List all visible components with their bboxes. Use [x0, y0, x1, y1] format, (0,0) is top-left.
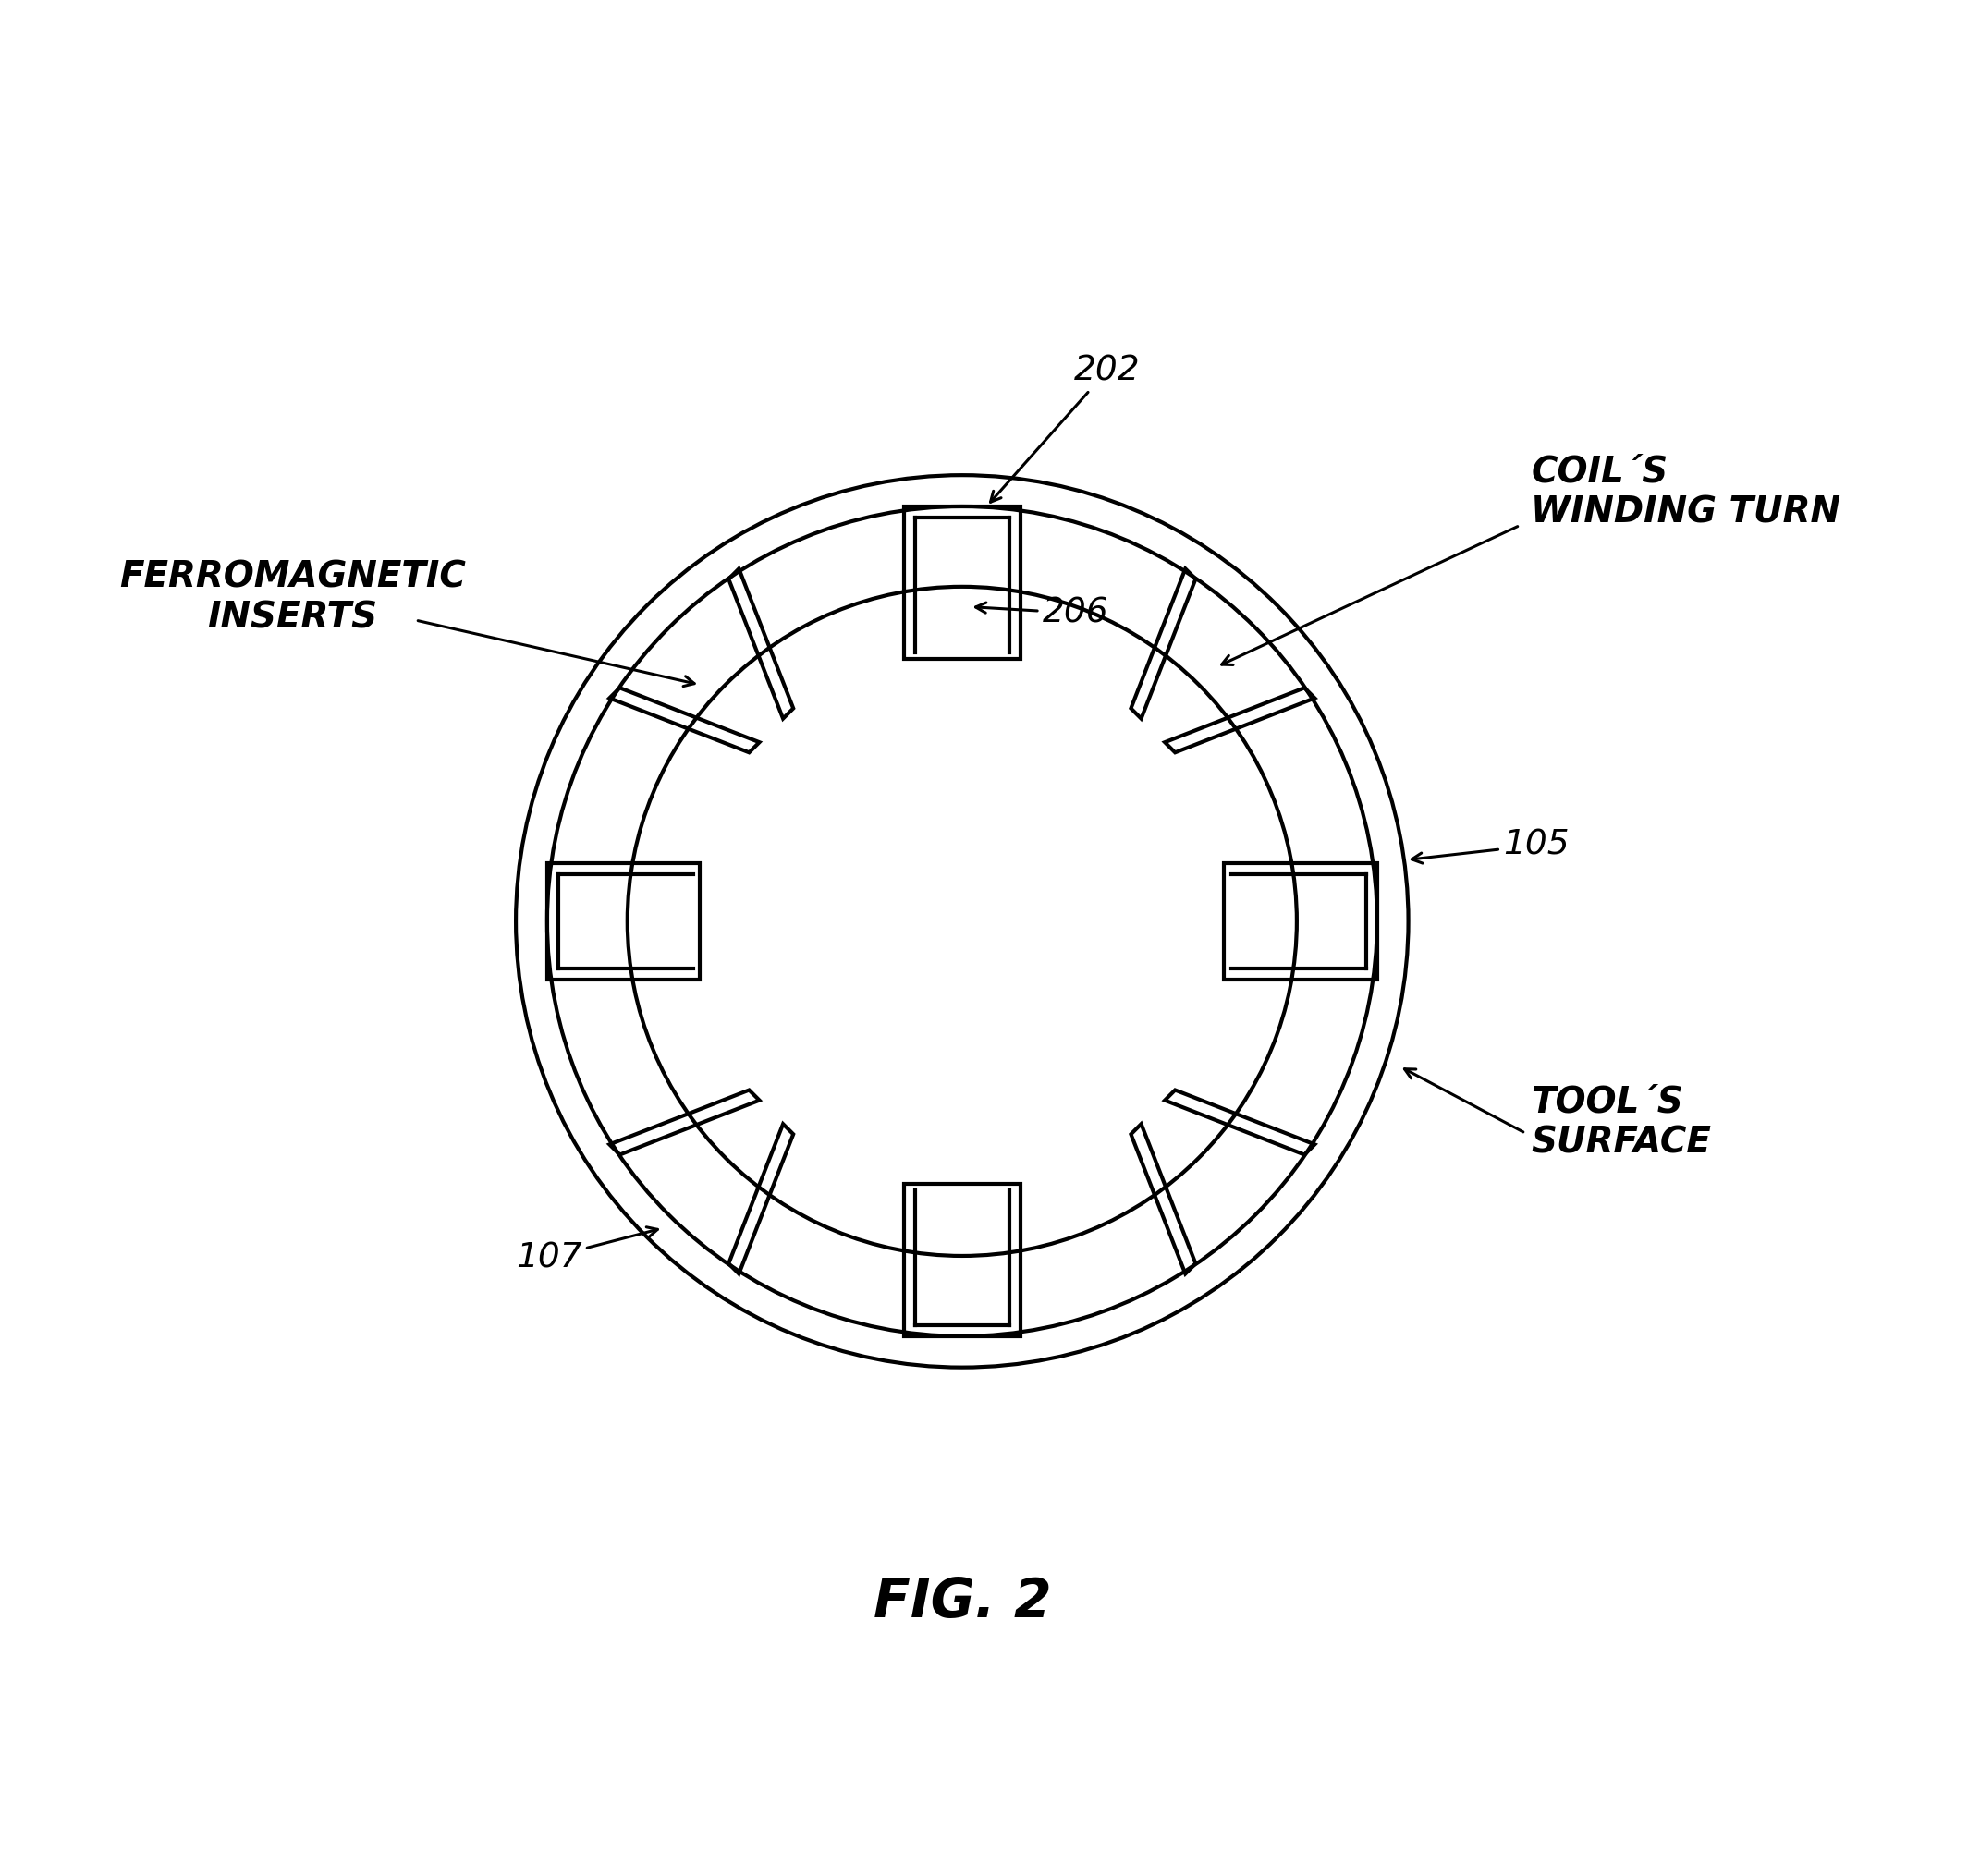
Text: FIG. 2: FIG. 2 — [873, 1576, 1051, 1628]
Text: FERROMAGNETIC
INSERTS: FERROMAGNETIC INSERTS — [119, 559, 465, 636]
Text: 202: 202 — [990, 355, 1140, 503]
Text: 107: 107 — [517, 1227, 657, 1274]
Text: 105: 105 — [1412, 829, 1570, 863]
Text: COIL´S
WINDING TURN: COIL´S WINDING TURN — [1531, 454, 1841, 529]
Text: 206: 206 — [976, 597, 1109, 630]
Text: TOOL´S
SURFACE: TOOL´S SURFACE — [1531, 1084, 1711, 1159]
